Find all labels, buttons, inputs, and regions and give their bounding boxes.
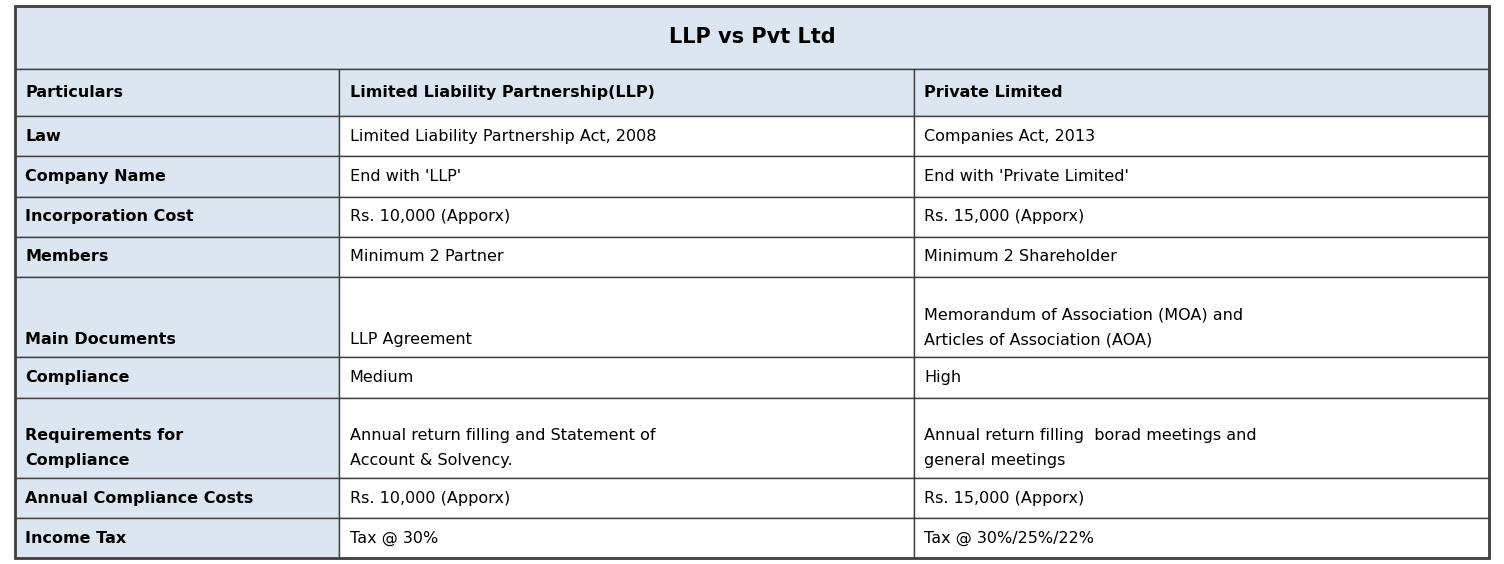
Text: Requirements for
Compliance: Requirements for Compliance [26, 429, 183, 468]
Bar [15, 6, 1489, 69]
Text: Limited Liability Partnership Act, 2008: Limited Liability Partnership Act, 2008 [349, 129, 656, 144]
Bar [340, 478, 914, 518]
Text: Annual return filling and Statement of
Account & Solvency.: Annual return filling and Statement of A… [349, 429, 656, 468]
Text: LLP vs Pvt Ltd: LLP vs Pvt Ltd [669, 28, 835, 47]
Bar [340, 197, 914, 237]
Text: Annual return filling  borad meetings and
general meetings: Annual return filling borad meetings and… [925, 429, 1257, 468]
Text: Rs. 10,000 (Apporx): Rs. 10,000 (Apporx) [349, 209, 510, 224]
Bar [914, 197, 1489, 237]
Text: High: High [925, 370, 961, 385]
Bar [340, 277, 914, 358]
Bar [340, 237, 914, 277]
Text: Particulars: Particulars [26, 85, 123, 100]
Text: Rs. 10,000 (Apporx): Rs. 10,000 (Apporx) [349, 491, 510, 505]
Text: End with 'Private Limited': End with 'Private Limited' [925, 169, 1130, 184]
Bar [340, 518, 914, 558]
Bar [340, 69, 914, 116]
Text: Compliance: Compliance [26, 370, 129, 385]
Text: LLP Agreement: LLP Agreement [349, 332, 471, 347]
Bar [15, 156, 340, 197]
Bar [340, 358, 914, 398]
Bar [340, 156, 914, 197]
Text: End with 'LLP': End with 'LLP' [349, 169, 460, 184]
Text: Rs. 15,000 (Apporx): Rs. 15,000 (Apporx) [925, 209, 1084, 224]
Bar [15, 478, 340, 518]
Bar [914, 478, 1489, 518]
Text: Minimum 2 Shareholder: Minimum 2 Shareholder [925, 249, 1117, 265]
Text: Incorporation Cost: Incorporation Cost [26, 209, 194, 224]
Bar [914, 116, 1489, 156]
Text: Private Limited: Private Limited [925, 85, 1063, 100]
Text: Rs. 15,000 (Apporx): Rs. 15,000 (Apporx) [925, 491, 1084, 505]
Bar [15, 277, 340, 358]
Bar [15, 358, 340, 398]
Bar [340, 398, 914, 478]
Bar [914, 156, 1489, 197]
Text: Law: Law [26, 129, 62, 144]
Text: Tax @ 30%/25%/22%: Tax @ 30%/25%/22% [925, 531, 1095, 546]
Bar [15, 197, 340, 237]
Text: Minimum 2 Partner: Minimum 2 Partner [349, 249, 504, 265]
Bar [914, 277, 1489, 358]
Bar [15, 237, 340, 277]
Text: Companies Act, 2013: Companies Act, 2013 [925, 129, 1095, 144]
Bar [914, 518, 1489, 558]
Text: Tax @ 30%: Tax @ 30% [349, 531, 438, 546]
Text: Members: Members [26, 249, 108, 265]
Text: Company Name: Company Name [26, 169, 167, 184]
Bar [15, 398, 340, 478]
Text: Main Documents: Main Documents [26, 332, 176, 347]
Bar [914, 69, 1489, 116]
Bar [914, 237, 1489, 277]
Text: Annual Compliance Costs: Annual Compliance Costs [26, 491, 254, 505]
Text: Medium: Medium [349, 370, 414, 385]
Bar [914, 358, 1489, 398]
Bar [15, 116, 340, 156]
Bar [340, 116, 914, 156]
Text: Income Tax: Income Tax [26, 531, 126, 546]
Text: Limited Liability Partnership(LLP): Limited Liability Partnership(LLP) [349, 85, 654, 100]
Bar [914, 398, 1489, 478]
Text: Memorandum of Association (MOA) and
Articles of Association (AOA): Memorandum of Association (MOA) and Arti… [925, 308, 1244, 347]
Bar [15, 69, 340, 116]
Bar [15, 518, 340, 558]
